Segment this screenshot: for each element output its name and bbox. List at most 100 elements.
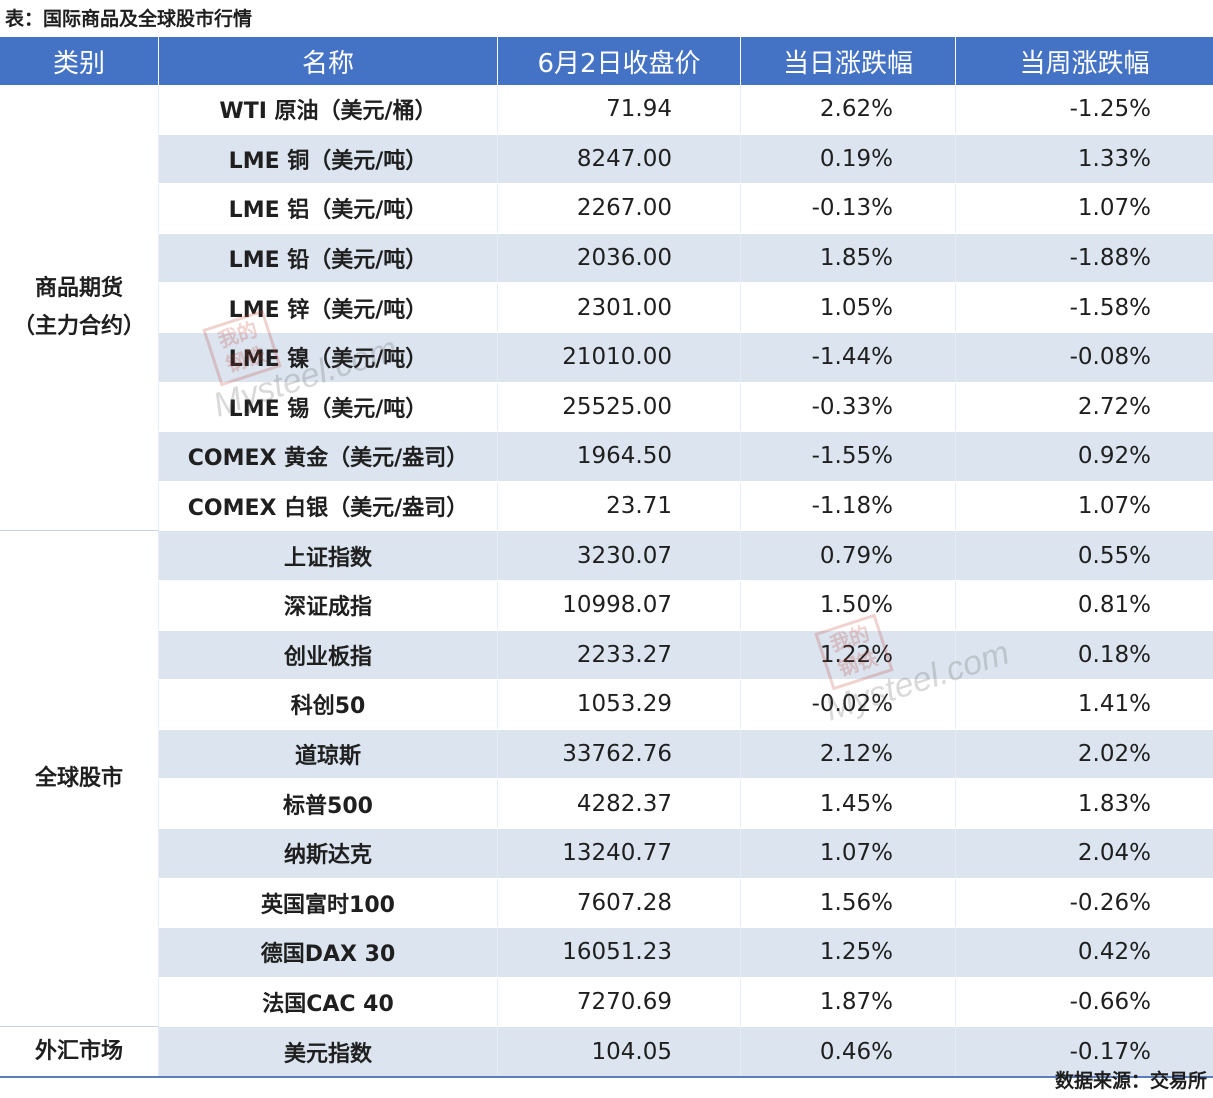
- daily-change: -1.55%: [740, 431, 956, 482]
- close-price: 104.05: [497, 1026, 741, 1078]
- table-row: LME 铝（美元/吨） 2267.00 -0.13% 1.07%: [0, 183, 1213, 234]
- weekly-change: -0.26%: [955, 878, 1213, 929]
- table-row: COMEX 白银（美元/盎司） 23.71 -1.18% 1.07%: [0, 481, 1213, 532]
- table-row: 深证成指 10998.07 1.50% 0.81%: [0, 580, 1213, 631]
- close-price: 2233.27: [497, 630, 741, 681]
- close-price: 1964.50: [497, 431, 741, 482]
- data-source-note: 数据来源：交易所: [1054, 1070, 1207, 1092]
- daily-change: 1.22%: [740, 630, 956, 681]
- close-price: 33762.76: [497, 729, 741, 780]
- table-row: 德国DAX 30 16051.23 1.25% 0.42%: [0, 927, 1213, 978]
- instrument-name: LME 镍（美元/吨）: [158, 332, 498, 383]
- table-row: 全球股市 上证指数 3230.07 0.79% 0.55%: [0, 530, 1213, 1028]
- table-row: 道琼斯 33762.76 2.12% 2.02%: [0, 729, 1213, 780]
- close-price: 1053.29: [497, 679, 741, 730]
- daily-change: -0.13%: [740, 183, 956, 234]
- daily-change: 1.56%: [740, 878, 956, 929]
- instrument-name: 创业板指: [158, 630, 498, 681]
- close-price: 7607.28: [497, 878, 741, 929]
- close-price: 13240.77: [497, 828, 741, 879]
- instrument-name: LME 铝（美元/吨）: [158, 183, 498, 234]
- daily-change: 1.85%: [740, 233, 956, 284]
- weekly-change: -0.08%: [955, 332, 1213, 383]
- table-row: 法国CAC 40 7270.69 1.87% -0.66%: [0, 977, 1213, 1028]
- daily-change: 1.50%: [740, 580, 956, 631]
- header-name: 名称: [158, 37, 498, 85]
- daily-change: -1.18%: [740, 481, 956, 532]
- table-row: LME 镍（美元/吨） 21010.00 -1.44% -0.08%: [0, 332, 1213, 383]
- weekly-change: 0.55%: [955, 530, 1213, 581]
- instrument-name: COMEX 白银（美元/盎司）: [158, 481, 498, 532]
- table-row: 标普500 4282.37 1.45% 1.83%: [0, 778, 1213, 829]
- close-price: 3230.07: [497, 530, 741, 581]
- instrument-name: 德国DAX 30: [158, 927, 498, 978]
- close-price: 25525.00: [497, 382, 741, 433]
- instrument-name: LME 锌（美元/吨）: [158, 282, 498, 333]
- instrument-name: LME 铅（美元/吨）: [158, 233, 498, 284]
- weekly-change: 1.07%: [955, 183, 1213, 234]
- table-row: 商品期货 （主力合约） WTI 原油（美元/桶） 71.94 2.62% -1.25%: [0, 85, 1213, 532]
- weekly-change: 1.41%: [955, 679, 1213, 730]
- daily-change: 2.62%: [740, 85, 956, 135]
- weekly-change: -1.25%: [955, 85, 1213, 135]
- weekly-change: 2.72%: [955, 382, 1213, 433]
- daily-change: 1.05%: [740, 282, 956, 333]
- market-quotes-table: 类别 名称 6月2日收盘价 当日涨跌幅 当周涨跌幅 商品期货 （主力合约） WTI…: [0, 37, 1213, 1078]
- weekly-change: 1.33%: [955, 134, 1213, 185]
- close-price: 71.94: [497, 85, 741, 135]
- instrument-name: LME 铜（美元/吨）: [158, 134, 498, 185]
- table-row: LME 铅（美元/吨） 2036.00 1.85% -1.88%: [0, 233, 1213, 284]
- table-row: 科创50 1053.29 -0.02% 1.41%: [0, 679, 1213, 730]
- daily-change: -1.44%: [740, 332, 956, 383]
- header-category: 类别: [0, 37, 159, 85]
- close-price: 2267.00: [497, 183, 741, 234]
- weekly-change: -0.17%: [955, 1026, 1213, 1078]
- daily-change: -0.02%: [740, 679, 956, 730]
- daily-change: 0.46%: [740, 1026, 956, 1078]
- weekly-change: 1.83%: [955, 778, 1213, 829]
- weekly-change: 0.42%: [955, 927, 1213, 978]
- weekly-change: 0.18%: [955, 630, 1213, 681]
- table-row: 外汇市场 美元指数 104.05 0.46% -0.17%: [0, 1026, 1213, 1078]
- instrument-name: 法国CAC 40: [158, 977, 498, 1028]
- instrument-name: 科创50: [158, 679, 498, 730]
- table-row: LME 铜（美元/吨） 8247.00 0.19% 1.33%: [0, 134, 1213, 185]
- weekly-change: 1.07%: [955, 481, 1213, 532]
- instrument-name: 美元指数: [158, 1026, 498, 1078]
- weekly-change: 0.92%: [955, 431, 1213, 482]
- daily-change: 1.87%: [740, 977, 956, 1028]
- table-caption: 表：国际商品及全球股市行情: [5, 8, 253, 30]
- table-row: LME 锌（美元/吨） 2301.00 1.05% -1.58%: [0, 282, 1213, 333]
- weekly-change: -1.58%: [955, 282, 1213, 333]
- category-cell: 全球股市: [0, 530, 159, 1028]
- weekly-change: 0.81%: [955, 580, 1213, 631]
- close-price: 2301.00: [497, 282, 741, 333]
- instrument-name: 英国富时100: [158, 878, 498, 929]
- close-price: 7270.69: [497, 977, 741, 1028]
- weekly-change: 2.02%: [955, 729, 1213, 780]
- instrument-name: 深证成指: [158, 580, 498, 631]
- header-row: 类别 名称 6月2日收盘价 当日涨跌幅 当周涨跌幅: [0, 37, 1213, 85]
- daily-change: 1.45%: [740, 778, 956, 829]
- close-price: 8247.00: [497, 134, 741, 185]
- daily-change: 0.19%: [740, 134, 956, 185]
- daily-change: 1.07%: [740, 828, 956, 879]
- table-row: LME 锡（美元/吨） 25525.00 -0.33% 2.72%: [0, 382, 1213, 433]
- close-price: 23.71: [497, 481, 741, 532]
- daily-change: 1.25%: [740, 927, 956, 978]
- close-price: 2036.00: [497, 233, 741, 284]
- instrument-name: 标普500: [158, 778, 498, 829]
- daily-change: 0.79%: [740, 530, 956, 581]
- table-row: 创业板指 2233.27 1.22% 0.18%: [0, 630, 1213, 681]
- header-weekly-change: 当周涨跌幅: [955, 37, 1213, 85]
- instrument-name: WTI 原油（美元/桶）: [158, 85, 498, 135]
- header-close-price: 6月2日收盘价: [497, 37, 741, 85]
- instrument-name: LME 锡（美元/吨）: [158, 382, 498, 433]
- table-row: 纳斯达克 13240.77 1.07% 2.04%: [0, 828, 1213, 879]
- close-price: 4282.37: [497, 778, 741, 829]
- daily-change: 2.12%: [740, 729, 956, 780]
- category-cell: 商品期货 （主力合约）: [0, 85, 159, 532]
- close-price: 10998.07: [497, 580, 741, 631]
- close-price: 21010.00: [497, 332, 741, 383]
- weekly-change: -1.88%: [955, 233, 1213, 284]
